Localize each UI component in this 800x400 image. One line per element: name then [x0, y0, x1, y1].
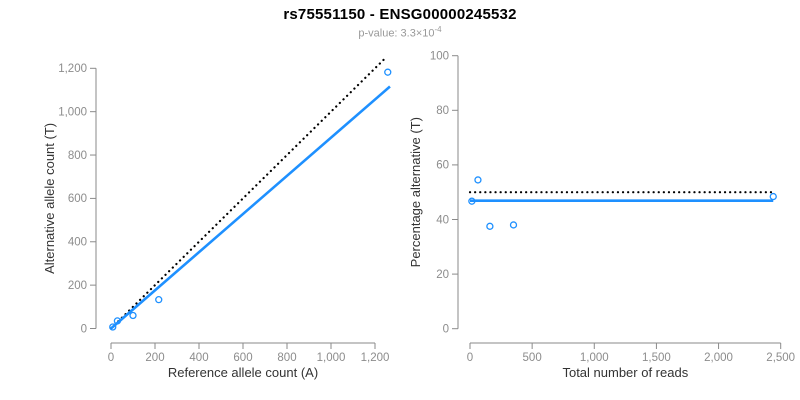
data-point [113, 317, 122, 325]
y-tick-label: 400 [68, 237, 87, 249]
data-point [486, 222, 494, 230]
y-tick-label: 60 [436, 160, 449, 172]
y-tick-label: 800 [68, 150, 87, 162]
x-tick-label: 1,000 [580, 352, 609, 364]
data-point [384, 68, 392, 76]
data-point [509, 221, 518, 229]
y-tick-label: 80 [436, 105, 449, 117]
y-axis-title: Alternative allele count (T) [42, 123, 57, 274]
y-tick-label: 0 [81, 323, 87, 335]
identity-line [109, 57, 386, 330]
chart-title: rs75551150 - ENSG00000245532 [283, 6, 517, 23]
data-point [129, 311, 137, 320]
x-tick-label: 200 [145, 352, 164, 364]
y-tick-label: 200 [68, 280, 87, 292]
data-point [155, 296, 163, 304]
y-tick-label: 40 [436, 214, 449, 226]
x-tick-label: 1,500 [642, 352, 671, 364]
data-point [769, 192, 777, 201]
y-tick-label: 100 [430, 51, 449, 63]
y-tick-label: 1,200 [58, 63, 87, 75]
pvalue-subtitle: p-value: 3.3×10-4 [0, 25, 800, 40]
y-axis-title: Percentage alternative (T) [408, 117, 423, 267]
plot-right: 0 20 40 60 80 100 0 500 1,000 1,500 2,000 2,500 Tota… [408, 51, 795, 381]
y-tick-label: 600 [68, 193, 87, 205]
data-point [474, 176, 482, 184]
pvalue-exponent: -4 [434, 25, 442, 34]
y-tick-label: 0 [443, 324, 449, 336]
plot-left: 0 200 400 600 800 1,000 1,200 0 200 400 600 800 1,00… [42, 57, 392, 380]
x-tick-label: 2,500 [766, 352, 795, 364]
x-tick-label: 1,200 [361, 352, 390, 364]
x-tick-label: 0 [108, 352, 114, 364]
fit-line [110, 85, 391, 330]
x-tick-label: 2,000 [704, 352, 733, 364]
y-tick-label: 20 [436, 269, 449, 281]
x-tick-label: 1,000 [317, 352, 346, 364]
x-axis-title: Total number of reads [562, 365, 688, 380]
x-tick-label: 600 [233, 352, 252, 364]
data-point [468, 197, 476, 205]
x-axis-title: Reference allele count (A) [168, 365, 318, 380]
data-point [109, 323, 117, 331]
x-tick-label: 500 [523, 352, 542, 364]
x-tick-label: 0 [467, 352, 473, 364]
x-tick-label: 400 [189, 352, 208, 364]
x-tick-label: 800 [277, 352, 296, 364]
pvalue-text: p-value: 3.3×10 [358, 27, 435, 40]
y-tick-label: 1,000 [58, 106, 87, 118]
